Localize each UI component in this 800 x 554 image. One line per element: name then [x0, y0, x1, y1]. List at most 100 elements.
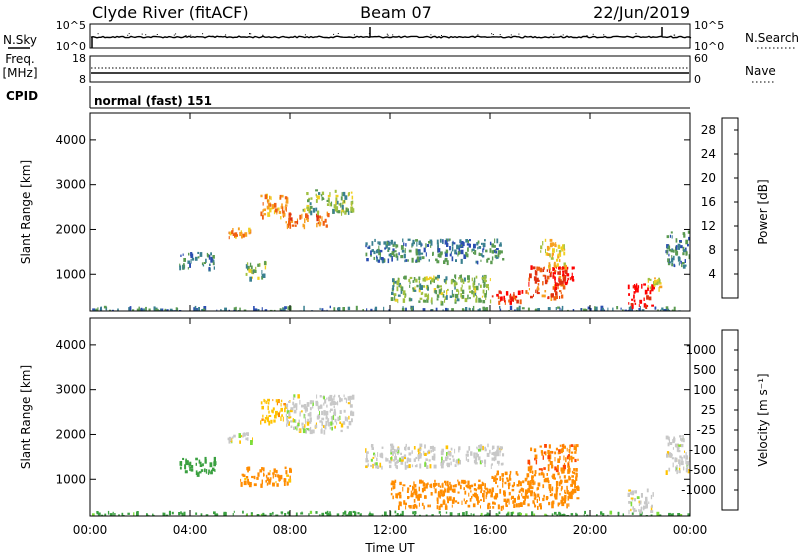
heatmap-cell	[275, 399, 279, 403]
heatmap-cell	[440, 493, 442, 497]
heatmap-cell	[519, 512, 522, 516]
heatmap-cell	[680, 260, 682, 264]
heatmap-cell	[471, 495, 473, 499]
heatmap-cell	[544, 275, 547, 280]
heatmap-cell	[412, 280, 415, 283]
heatmap-cell	[121, 512, 124, 516]
heatmap-cell	[548, 269, 551, 273]
heatmap-cell	[537, 286, 539, 291]
heatmap-cell	[370, 513, 374, 516]
heatmap-cell	[679, 435, 682, 438]
heatmap-cell	[282, 416, 284, 422]
y-tick-label: 1000	[55, 267, 86, 281]
heatmap-cell	[676, 447, 680, 452]
heatmap-cell	[668, 439, 670, 444]
heatmap-cell	[463, 479, 466, 485]
heatmap-cell	[671, 235, 673, 239]
heatmap-cell	[309, 400, 312, 405]
heatmap-cell	[334, 207, 337, 210]
heatmap-cell	[327, 194, 331, 198]
heatmap-cell	[547, 253, 550, 256]
heatmap-cell	[563, 475, 566, 479]
heatmap-cell	[301, 213, 303, 219]
heatmap-cell	[373, 250, 376, 255]
heatmap-cell	[551, 293, 554, 298]
heatmap-cell	[555, 481, 558, 486]
heatmap-cell	[564, 489, 566, 494]
heatmap-cell	[478, 297, 481, 303]
heatmap-cell	[449, 238, 451, 241]
heatmap-cell	[671, 263, 673, 267]
heatmap-cell	[544, 477, 547, 481]
heatmap-cell	[92, 308, 95, 311]
noise-search-dot	[250, 33, 252, 35]
heatmap-cell	[417, 448, 420, 453]
heatmap-cell	[269, 207, 272, 213]
heatmap-cell	[395, 465, 397, 469]
heatmap-cell	[413, 481, 415, 486]
heatmap-cell	[570, 459, 573, 463]
heatmap-cell	[456, 298, 460, 302]
heatmap-cell	[303, 413, 305, 419]
heatmap-cell	[671, 309, 674, 311]
heatmap-cell	[686, 460, 689, 466]
heatmap-cell	[373, 452, 376, 456]
heatmap-cell	[117, 308, 119, 311]
heatmap-cell	[397, 514, 401, 516]
heatmap-cell	[497, 250, 501, 255]
heatmap-cell	[235, 306, 237, 311]
heatmap-cell	[533, 294, 534, 297]
heatmap-cell	[430, 309, 433, 311]
heatmap-cell	[431, 514, 434, 516]
heatmap-cell	[262, 512, 265, 516]
heatmap-cell	[347, 210, 350, 215]
heatmap-cell	[557, 255, 560, 259]
heatmap-cell	[288, 306, 291, 310]
heatmap-cell	[524, 477, 527, 482]
heatmap-cell	[628, 302, 630, 305]
heatmap-cell	[180, 254, 182, 257]
heatmap-cell	[552, 473, 556, 479]
heatmap-cell	[247, 265, 250, 271]
heatmap-cell	[140, 307, 143, 311]
heatmap-cell	[445, 295, 448, 300]
noise-right-tick-bottom: 10^0	[694, 40, 724, 53]
heatmap-cell	[352, 208, 355, 213]
heatmap-cell	[202, 264, 205, 267]
heatmap-cell	[502, 258, 505, 261]
heatmap-cell	[261, 270, 263, 275]
heatmap-cell	[325, 416, 328, 420]
heatmap-cell	[463, 487, 465, 491]
heatmap-cell	[350, 206, 354, 212]
noise-search-dot	[333, 33, 335, 35]
heatmap-cell	[209, 462, 213, 468]
heatmap-cell	[554, 466, 557, 471]
heatmap-cell	[269, 470, 271, 473]
heatmap-cell	[485, 284, 489, 289]
heatmap-cell	[400, 459, 404, 462]
heatmap-cell	[450, 447, 453, 451]
heatmap-cell	[531, 511, 534, 516]
heatmap-cell	[399, 481, 402, 486]
heatmap-cell	[500, 446, 503, 450]
heatmap-cell	[281, 203, 283, 207]
heatmap-cell	[401, 249, 405, 253]
heatmap-cell	[472, 503, 476, 508]
heatmap-cell	[288, 213, 292, 216]
heatmap-cell	[416, 258, 418, 263]
heatmap-cell	[388, 460, 392, 464]
heatmap-cell	[427, 482, 429, 485]
heatmap-cell	[449, 246, 451, 251]
heatmap-cell	[319, 420, 322, 423]
heatmap-cell	[542, 281, 544, 286]
heatmap-cell	[96, 511, 99, 514]
heatmap-cell	[330, 201, 333, 207]
heatmap-cell	[678, 262, 680, 266]
heatmap-cell	[452, 242, 456, 245]
heatmap-cell	[188, 463, 190, 468]
heatmap-cell	[282, 307, 285, 311]
heatmap-cell	[437, 274, 440, 279]
heatmap-cell	[394, 298, 398, 302]
heatmap-cell	[631, 490, 635, 496]
heatmap-cell	[517, 496, 520, 500]
